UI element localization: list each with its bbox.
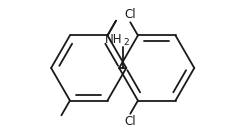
Text: NH: NH [105,33,123,46]
Text: Cl: Cl [124,115,136,128]
Text: 2: 2 [124,38,129,47]
Text: Cl: Cl [124,8,136,21]
